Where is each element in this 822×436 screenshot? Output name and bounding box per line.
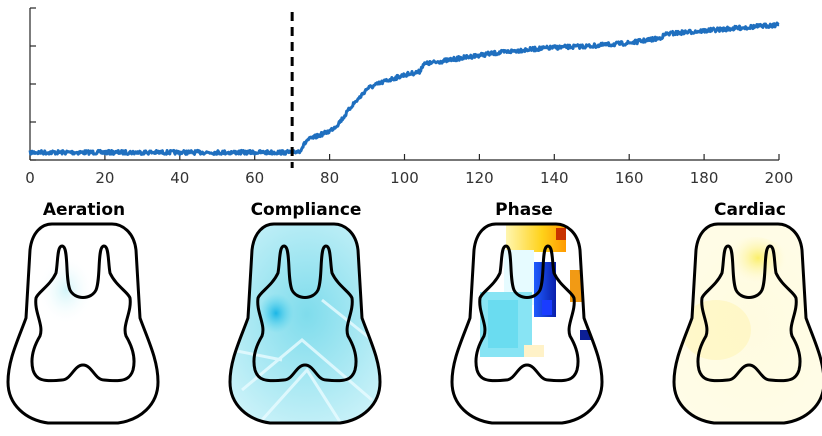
x-tick-label: 80	[320, 169, 339, 187]
line-chart: 0 20 40 60 80 100 120 140 160 180 200	[25, 7, 794, 187]
heatmap-panel-phase: Phase	[450, 200, 604, 425]
x-tick-label: 140	[540, 169, 569, 187]
panel-title: Aeration	[43, 200, 125, 220]
x-tick-label: 60	[245, 169, 264, 187]
panel-title: Cardiac	[714, 200, 786, 220]
chart-ticks: 0 20 40 60 80 100 120 140 160 180 200	[25, 7, 794, 187]
chart-series	[28, 21, 780, 156]
heatmap-panel-compliance: Compliance	[228, 200, 382, 425]
heatmap-fill	[8, 224, 158, 423]
x-tick-label: 40	[170, 169, 189, 187]
x-tick-label: 100	[390, 169, 419, 187]
x-tick-label: 180	[690, 169, 719, 187]
x-tick-label: 20	[95, 169, 114, 187]
x-tick-label: 200	[765, 169, 794, 187]
heatmap-panel-cardiac: Cardiac	[672, 200, 822, 425]
x-tick-label: 120	[465, 169, 494, 187]
panel-title: Phase	[495, 200, 553, 220]
heatmap-fill	[230, 224, 380, 423]
heatmap-fill	[452, 224, 602, 423]
heatmap-panel-aeration: Aeration	[6, 200, 160, 425]
x-tick-label: 160	[615, 169, 644, 187]
panel-title: Compliance	[251, 200, 362, 220]
x-tick-label: 0	[25, 169, 35, 187]
chart-axes	[29, 8, 779, 161]
series-line	[28, 21, 780, 156]
